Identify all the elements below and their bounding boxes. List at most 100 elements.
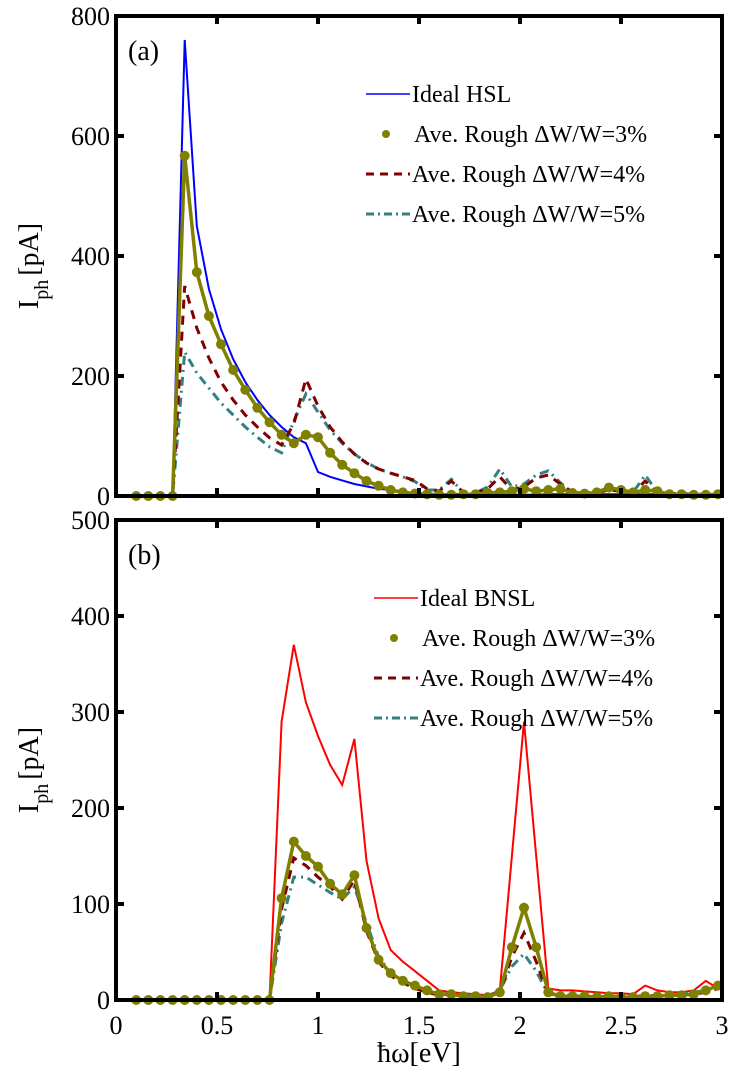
data-point-b	[288, 836, 299, 847]
series-line-b-1	[136, 644, 719, 1001]
x-tick-label: 0.5	[201, 1011, 234, 1040]
x-tick-label: 1	[312, 1011, 325, 1040]
data-point-a	[555, 483, 566, 494]
legend-label: Ideal BNSL	[420, 586, 535, 612]
data-point-b	[676, 990, 687, 1001]
y-tick-label: 100	[71, 890, 110, 919]
y-axis-title-unit: [pA]	[14, 727, 45, 780]
y-axis-label-b: Iph [pA]	[14, 727, 53, 813]
data-point-b	[519, 902, 529, 913]
data-point-a	[276, 429, 287, 440]
y-axis-title: Iph [pA]	[14, 727, 53, 813]
x-tick-label: 3	[716, 1011, 729, 1040]
data-point-a	[640, 485, 651, 495]
legend-item: Ave. Rough ΔW/W=5%	[366, 202, 645, 228]
legend-a: Ideal HSL Ave. Rough ΔW/W=3% Ave. Rough ΔW…	[366, 82, 647, 228]
y-axis-title: Iph [pA]	[14, 223, 53, 309]
y-axis-label-a: Iph [pA]	[14, 223, 53, 309]
series-layer-b	[131, 644, 723, 1005]
data-point-a	[373, 480, 384, 491]
data-point-a	[337, 459, 348, 470]
x-tick-label: 0	[110, 1011, 123, 1040]
data-point-b	[506, 942, 517, 953]
data-point-b	[664, 990, 675, 1001]
legend-label: Ave. Rough ΔW/W=3%	[422, 626, 655, 652]
y-tick-label: 300	[71, 698, 110, 727]
data-point-a	[203, 311, 214, 321]
data-point-b	[361, 923, 372, 933]
data-point-a	[252, 402, 263, 413]
data-point-a	[603, 482, 614, 493]
data-point-a	[300, 429, 311, 440]
legend-item: Ideal HSL	[366, 82, 511, 108]
legend-item: Ave. Rough ΔW/W=3%	[390, 626, 655, 652]
data-point-b	[422, 985, 433, 996]
data-point-a	[325, 447, 336, 458]
y-tick-label: 600	[71, 122, 110, 151]
data-point-b	[313, 861, 323, 872]
y-axis-title-main: I	[14, 300, 45, 309]
series-line-b-2	[136, 837, 719, 1002]
data-point-a	[191, 267, 202, 278]
legend-marker-icon	[382, 130, 390, 138]
data-point-b	[531, 942, 542, 953]
series-line-a-3	[136, 285, 718, 498]
data-point-b	[325, 878, 336, 889]
y-axis-title-unit: [pA]	[14, 223, 45, 276]
panel-label-a: (a)	[128, 36, 159, 67]
data-point-a	[531, 486, 542, 497]
data-point-b	[700, 985, 711, 996]
legend-item: Ave. Rough ΔW/W=5%	[374, 706, 653, 732]
data-point-b	[276, 893, 287, 904]
legend-item: Ideal BNSL	[374, 586, 535, 612]
legend-marker-icon	[390, 634, 398, 642]
y-tick-label: 0	[97, 482, 110, 511]
legend-item: Ave. Rough ΔW/W=3%	[382, 122, 647, 148]
series-line-a-1	[136, 39, 718, 497]
data-point-b	[543, 987, 554, 998]
data-point-b	[688, 989, 699, 1000]
x-tick-label: 1.5	[403, 1011, 436, 1040]
x-axis-label: ħω[eV]	[377, 1038, 461, 1068]
data-point-b	[385, 968, 396, 979]
legend-label: Ave. Rough ΔW/W=5%	[420, 706, 653, 732]
legend-label: Ave. Rough ΔW/W=4%	[420, 666, 653, 692]
legend-label: Ave. Rough ΔW/W=5%	[412, 202, 645, 228]
y-tick-label: 200	[71, 794, 110, 823]
data-point-a	[179, 150, 190, 161]
plot-frame-b	[114, 518, 724, 1002]
data-point-b	[397, 975, 408, 986]
data-point-b	[446, 989, 457, 1000]
data-point-a	[216, 339, 226, 350]
data-point-b	[494, 987, 505, 998]
ticks-b: 0 0.5 1 1.5 2 2.5 3 0 100 200 300 400 500	[71, 506, 729, 1040]
series-line-b-3	[136, 855, 719, 1002]
y-axis-title-main: I	[14, 804, 45, 813]
y-tick-label: 200	[71, 362, 110, 391]
series-layer-a	[131, 39, 723, 501]
data-point-b	[349, 870, 360, 881]
legend-item: Ave. Rough ΔW/W=4%	[366, 162, 645, 188]
y-axis-title-sub: ph	[31, 280, 53, 300]
legend-b: Ideal BNSL Ave. Rough ΔW/W=3% Ave. Rough Δ…	[374, 586, 655, 732]
data-point-a	[349, 468, 360, 479]
data-point-a	[385, 485, 396, 495]
data-point-a	[652, 486, 663, 497]
y-tick-label: 400	[71, 602, 110, 631]
data-point-b	[373, 954, 384, 965]
data-point-b	[337, 889, 348, 900]
panel-a: 0 200 400 600 800 (a) Iph [pA] Ideal HSL Ave. …	[14, 2, 724, 511]
data-point-a	[361, 476, 372, 486]
data-point-a	[264, 417, 275, 428]
panel-b: 0 0.5 1 1.5 2 2.5 3 0 100 200 300 400 500 (b) Iph [pA…	[14, 506, 729, 1040]
data-point-b	[300, 851, 311, 861]
data-point-a	[228, 365, 239, 375]
x-tick-label: 2	[514, 1011, 527, 1040]
series-line-a-4	[136, 347, 718, 498]
legend-item: Ave. Rough ΔW/W=4%	[374, 666, 653, 692]
data-point-a	[313, 432, 323, 443]
legend-label: Ave. Rough ΔW/W=3%	[414, 122, 647, 148]
data-point-a	[240, 384, 251, 395]
data-point-b	[434, 989, 445, 1000]
